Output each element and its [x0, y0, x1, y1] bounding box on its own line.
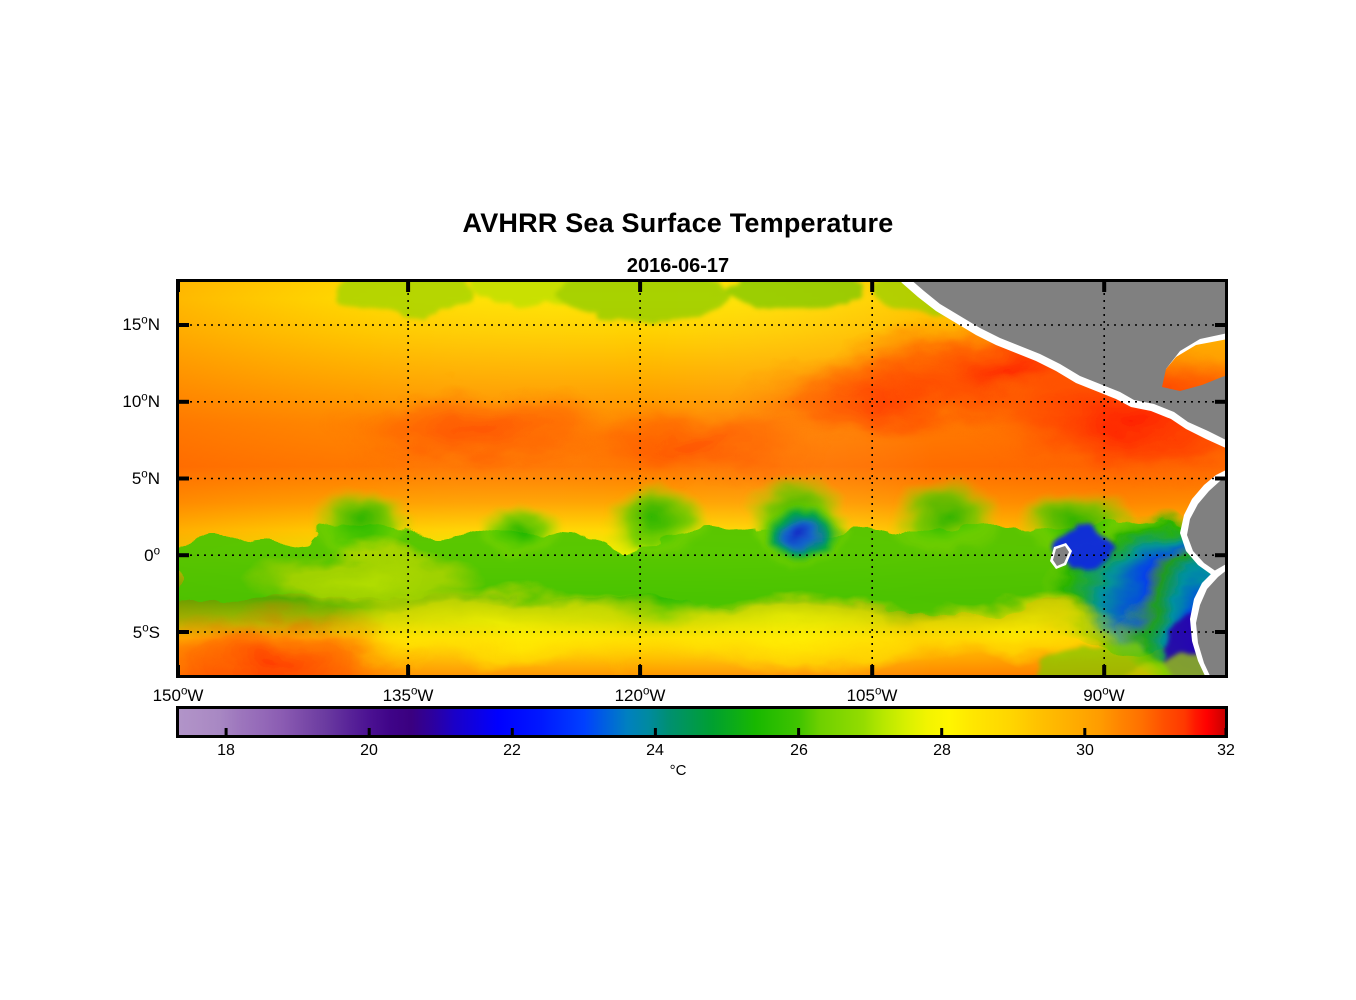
- x-tick-label-90W: 90oW: [1083, 685, 1125, 705]
- x-tick-label-135W: 135oW: [382, 685, 434, 705]
- colorbar-tick-label-30: 30: [1076, 742, 1094, 759]
- colorbar-tick-label-32: 32: [1217, 742, 1235, 759]
- colorbar-units-label: °C: [669, 762, 687, 779]
- colorbar-tick-label-20: 20: [360, 742, 378, 759]
- sst-map: [176, 279, 1228, 678]
- colorbar-tick-label-24: 24: [646, 742, 664, 759]
- x-tick-label-120W: 120oW: [614, 685, 666, 705]
- y-tick-label-5N: 5oN: [131, 468, 160, 488]
- galapagos-islands: [1050, 543, 1072, 569]
- y-tick-label-15N: 15oN: [122, 314, 160, 334]
- colorbar-tick-label-28: 28: [933, 742, 951, 759]
- y-tick-label-5S: 5oS: [132, 622, 160, 642]
- chart-subtitle-date: 2016-06-17: [626, 255, 730, 277]
- map-axes-frame: [176, 279, 1228, 678]
- colorbar: [176, 706, 1228, 738]
- colorbar-tick-label-26: 26: [790, 742, 808, 759]
- y-tick-label-0: 0o: [144, 545, 160, 565]
- colorbar-tick-label-22: 22: [503, 742, 521, 759]
- colorbar-tick-label-18: 18: [217, 742, 235, 759]
- x-tick-label-105W: 105oW: [846, 685, 898, 705]
- map-gridlines: [176, 279, 1228, 678]
- page-title: AVHRR Sea Surface Temperature: [462, 208, 894, 238]
- x-tick-label-150W: 150oW: [152, 685, 204, 705]
- y-tick-label-10N: 10oN: [122, 391, 160, 411]
- colorbar-frame: [176, 706, 1228, 738]
- land-central-america: [898, 279, 1228, 678]
